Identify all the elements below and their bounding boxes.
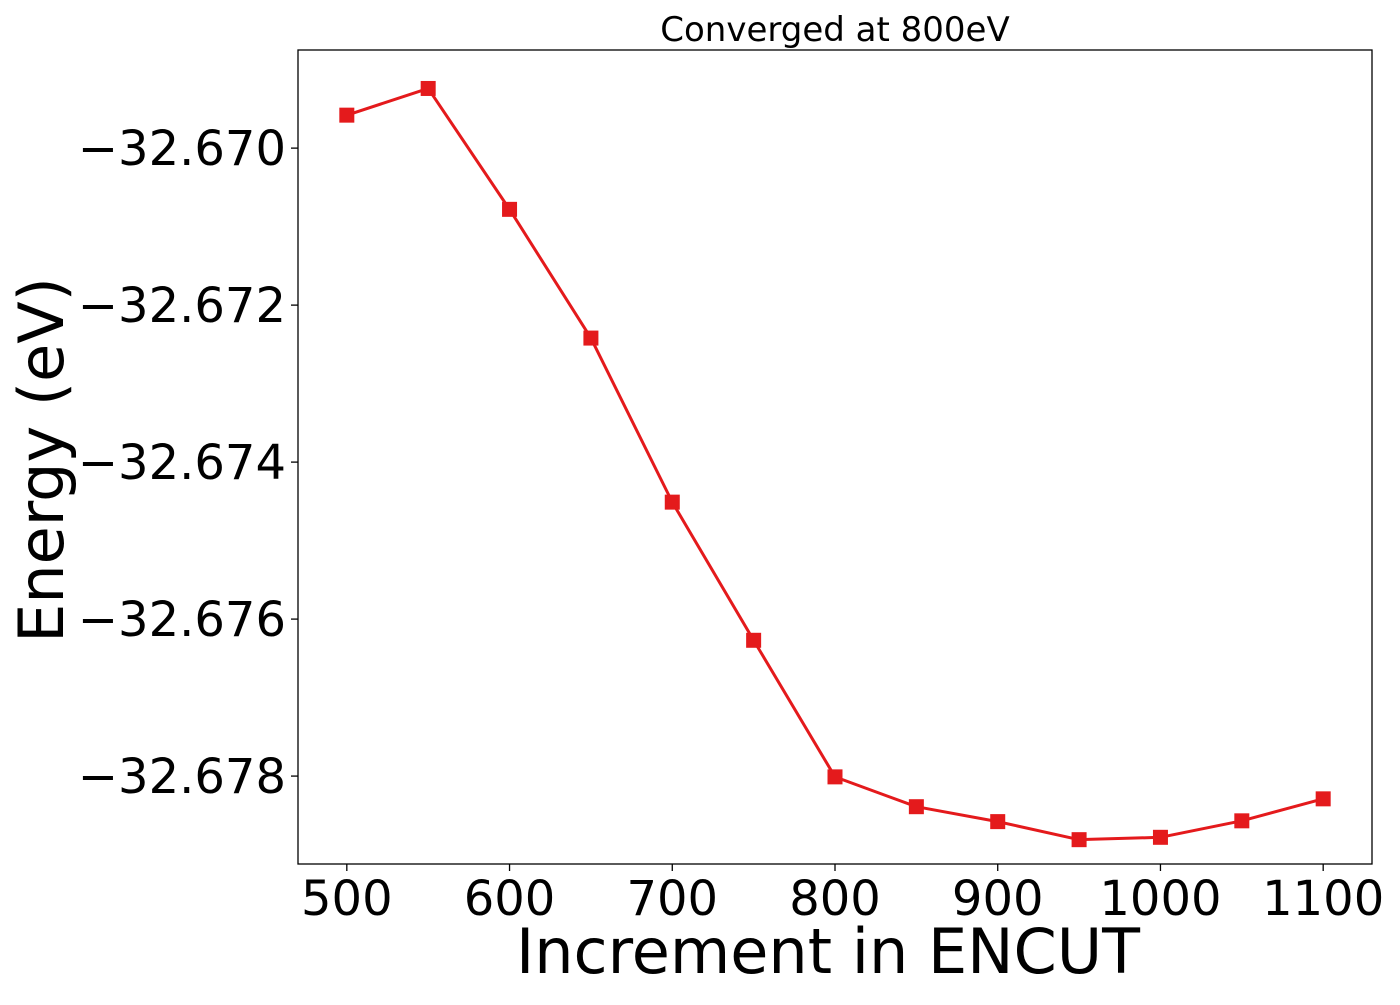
x-axis-ticks: 500 600 700 800 900 1000 1100 — [301, 864, 1384, 927]
data-point — [908, 799, 924, 815]
chart-title: Converged at 800eV — [660, 10, 1009, 50]
y-tick-label: −32.676 — [78, 592, 286, 648]
series-line — [346, 86, 1324, 842]
x-tick-label: 700 — [626, 871, 718, 927]
x-tick-label: 1100 — [1262, 871, 1384, 927]
data-point — [1071, 832, 1087, 848]
x-tick-label: 800 — [789, 871, 881, 927]
y-tick-label: −32.672 — [78, 278, 286, 334]
data-point — [746, 632, 762, 648]
data-point — [339, 107, 355, 123]
x-tick-label: 500 — [301, 871, 393, 927]
data-point — [502, 201, 518, 217]
series-layer — [339, 80, 1331, 848]
y-tick-label: −32.670 — [78, 121, 286, 177]
y-tick-label: −32.678 — [78, 749, 286, 805]
y-tick-label: −32.674 — [78, 435, 286, 491]
data-point — [1234, 813, 1250, 829]
y-axis-ticks: −32.670 −32.672 −32.674 −32.676 −32.678 — [78, 121, 298, 805]
plot-frame — [297, 49, 1373, 865]
x-tick-label: 600 — [464, 871, 556, 927]
x-tick-label: 1000 — [1099, 871, 1221, 927]
data-point — [1152, 829, 1168, 845]
data-point — [990, 814, 1006, 830]
x-tick-label: 900 — [952, 871, 1044, 927]
x-axis-label: Increment in ENCUT — [516, 915, 1141, 988]
data-point — [664, 494, 680, 510]
data-point — [1315, 791, 1331, 807]
y-axis-label: Energy (eV) — [5, 277, 78, 643]
data-point — [583, 330, 599, 346]
data-point — [420, 80, 436, 96]
data-point — [827, 769, 843, 785]
